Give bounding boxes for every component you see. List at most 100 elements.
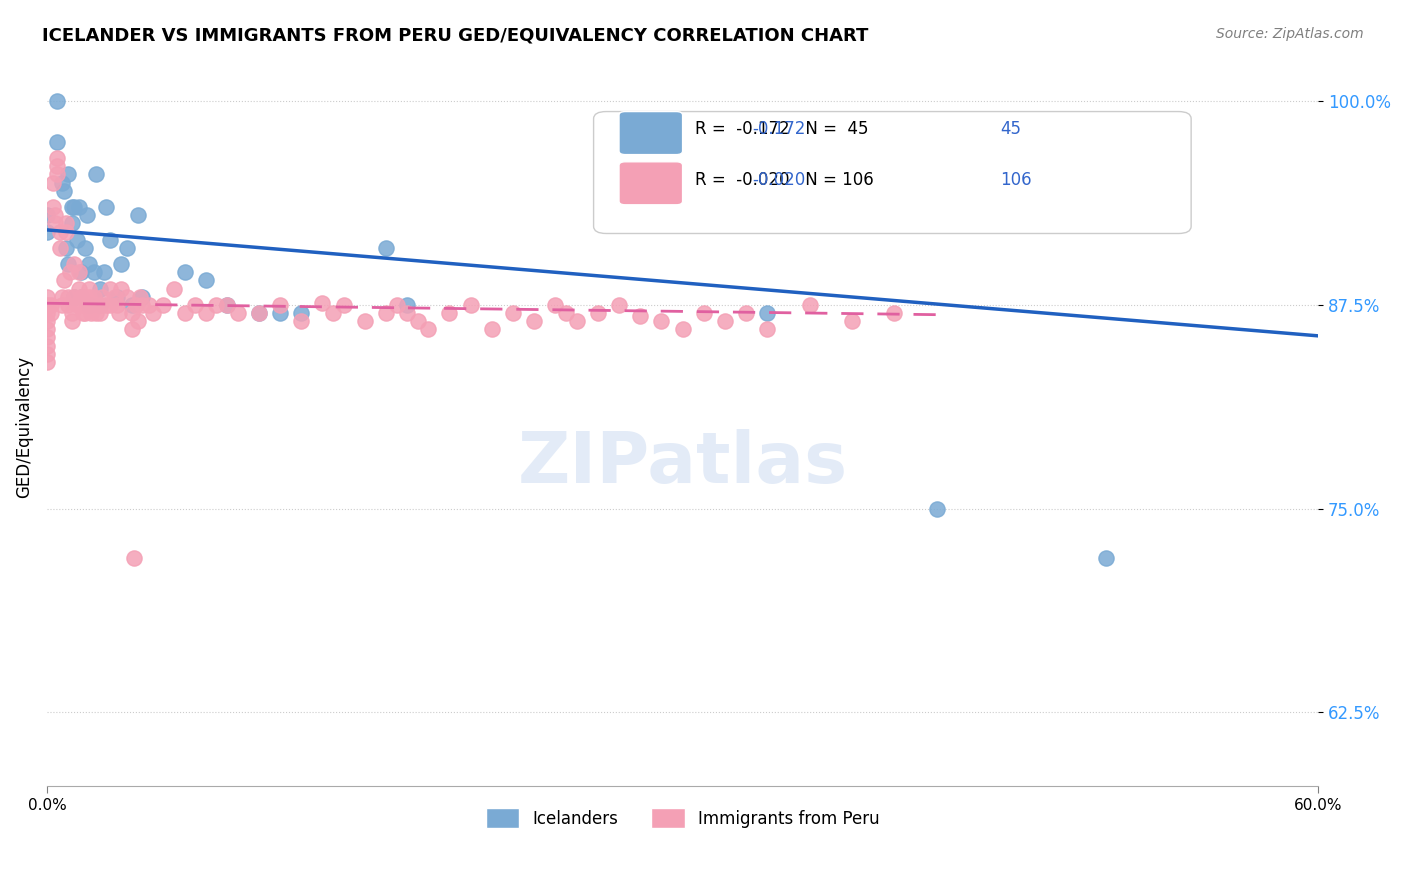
Point [73, 241, 96, 255]
Point [122, 550, 145, 565]
Point [56, 257, 79, 271]
Point [385, 298, 408, 312]
Point [756, 306, 779, 320]
Point [73, 306, 96, 320]
Point [46, 151, 69, 165]
Point [63, 290, 86, 304]
Point [80, 306, 103, 320]
Point [89, 306, 111, 320]
Point [35, 208, 58, 222]
Point [67, 265, 90, 279]
Point [65, 298, 87, 312]
Point [100, 282, 122, 296]
Text: -0.020: -0.020 [752, 170, 806, 189]
Point [44, 208, 66, 222]
Point [59, 265, 82, 279]
Point [84, 168, 107, 182]
Point [693, 306, 716, 320]
Point [56, 168, 79, 182]
Point [35, 225, 58, 239]
Point [460, 298, 482, 312]
Point [127, 208, 149, 222]
Point [76, 208, 98, 222]
Point [35, 338, 58, 352]
Point [799, 298, 821, 312]
Text: Source: ZipAtlas.com: Source: ZipAtlas.com [1216, 27, 1364, 41]
Point [353, 314, 375, 328]
Point [129, 290, 152, 304]
Point [35, 290, 58, 304]
Point [46, 159, 69, 173]
Point [35, 298, 58, 312]
Point [502, 306, 524, 320]
Point [35, 330, 58, 344]
Point [96, 298, 118, 312]
Point [117, 241, 139, 255]
Point [60, 306, 83, 320]
FancyBboxPatch shape [619, 161, 682, 205]
Point [883, 306, 905, 320]
Point [63, 200, 86, 214]
Point [841, 314, 863, 328]
Point [374, 241, 396, 255]
Point [72, 298, 94, 312]
Point [67, 200, 90, 214]
Text: R =  -0.020   N = 106: R = -0.020 N = 106 [696, 170, 875, 189]
Point [77, 290, 100, 304]
Point [374, 306, 396, 320]
Point [69, 290, 91, 304]
Point [60, 200, 83, 214]
Point [77, 298, 100, 312]
Point [60, 314, 83, 328]
Point [63, 290, 86, 304]
Point [108, 306, 131, 320]
Point [152, 298, 174, 312]
FancyBboxPatch shape [593, 112, 1191, 234]
Point [69, 290, 91, 304]
Point [311, 296, 333, 310]
Point [52, 184, 75, 198]
Point [93, 265, 115, 279]
Point [55, 216, 77, 230]
Point [121, 322, 143, 336]
Point [35, 314, 58, 328]
Point [60, 216, 83, 230]
Point [100, 233, 122, 247]
Point [125, 298, 148, 312]
Point [481, 322, 503, 336]
Point [117, 290, 139, 304]
Point [55, 241, 77, 255]
Point [163, 282, 186, 296]
Point [72, 306, 94, 320]
Point [544, 298, 567, 312]
Point [42, 200, 65, 214]
Point [51, 176, 73, 190]
Point [35, 306, 58, 320]
Point [205, 298, 228, 312]
Point [607, 298, 630, 312]
Point [89, 298, 111, 312]
Point [83, 290, 105, 304]
Point [418, 322, 440, 336]
Point [142, 306, 165, 320]
Point [105, 298, 128, 312]
Point [138, 298, 160, 312]
Point [121, 298, 143, 312]
Point [84, 306, 107, 320]
Point [65, 233, 87, 247]
Point [121, 306, 143, 320]
Point [586, 306, 609, 320]
Point [396, 298, 419, 312]
Legend: Icelanders, Immigrants from Peru: Icelanders, Immigrants from Peru [479, 801, 886, 835]
Point [756, 322, 779, 336]
Point [48, 241, 70, 255]
Point [83, 265, 105, 279]
Point [56, 298, 79, 312]
Point [671, 322, 693, 336]
Point [104, 290, 127, 304]
Point [46, 168, 69, 182]
Point [69, 265, 91, 279]
Point [290, 314, 312, 328]
Point [63, 257, 86, 271]
Point [77, 282, 100, 296]
